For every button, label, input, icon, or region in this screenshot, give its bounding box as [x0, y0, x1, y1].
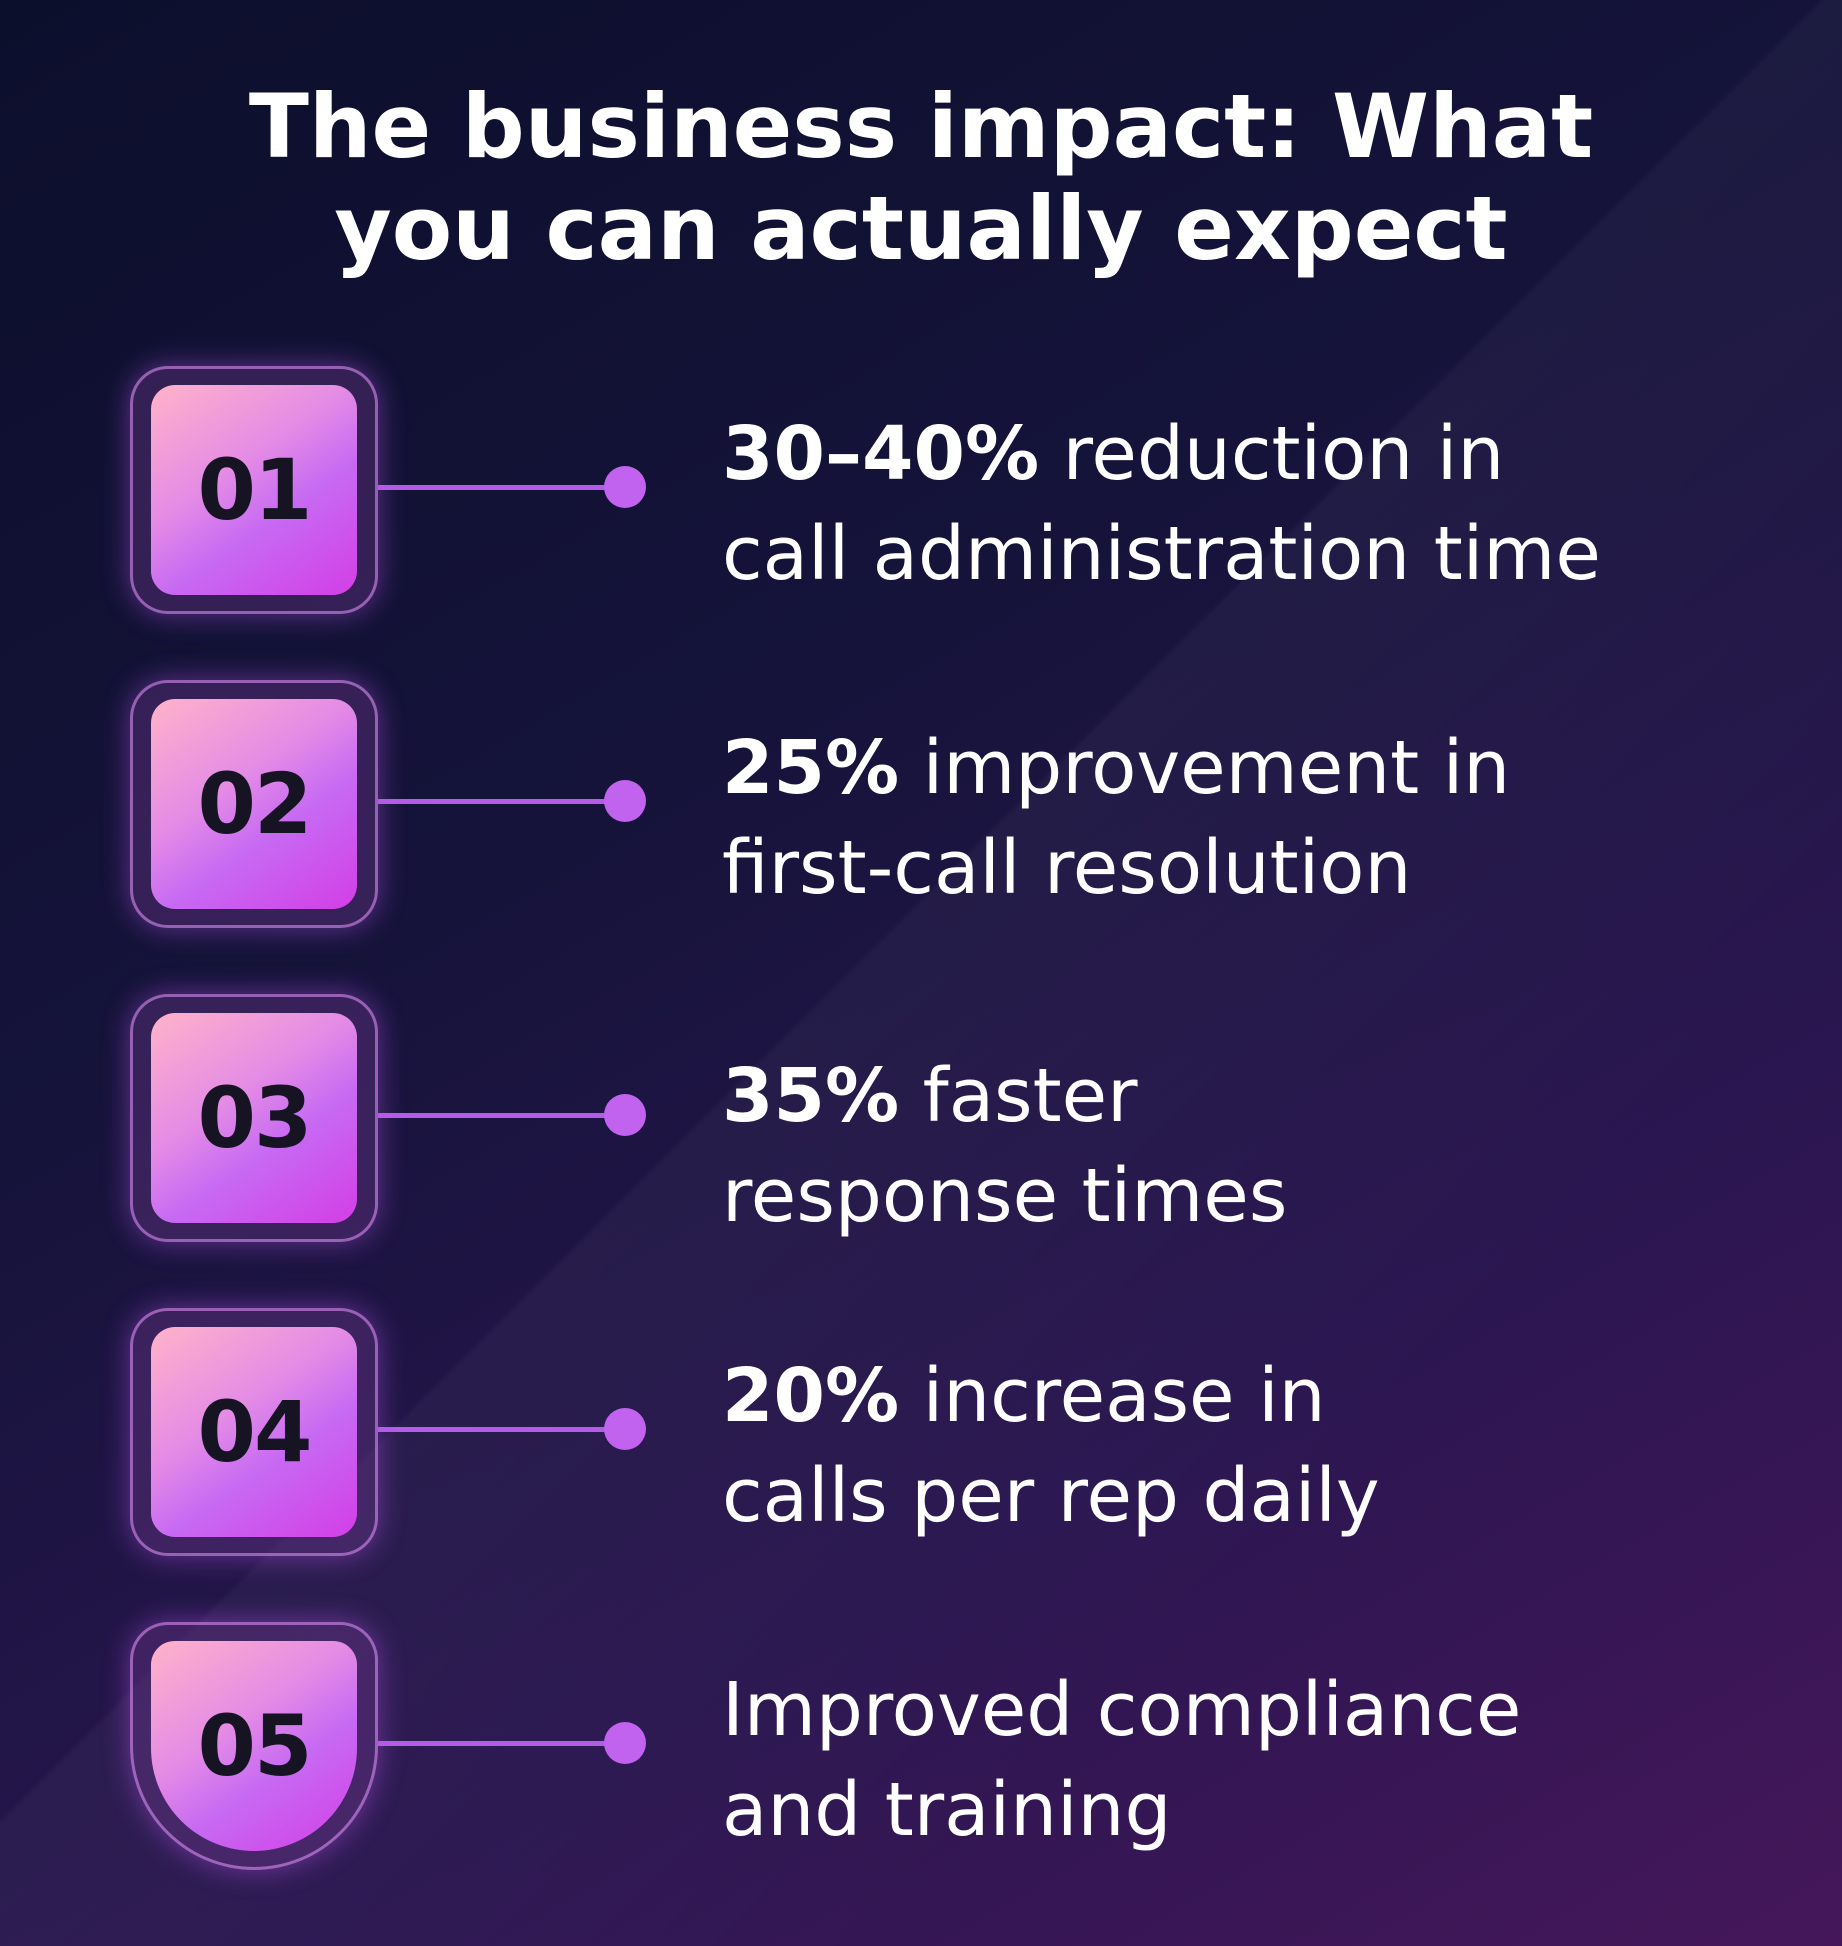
impact-item-01: 01 30–40% reduction in call administrati… [0, 366, 1842, 616]
page-title: The business impact: What you can actual… [0, 76, 1842, 280]
impact-description-line-2: response times [722, 1153, 1288, 1239]
badge-number: 02 [197, 755, 313, 853]
number-badge: 04 [130, 1308, 378, 1556]
badge-number: 01 [197, 441, 313, 539]
impact-item-03: 03 35% faster response times [0, 994, 1842, 1244]
impact-item-02: 02 25% improvement in first-call resolut… [0, 680, 1842, 930]
impact-text: 30–40% reduction in call administration … [722, 404, 1812, 604]
impact-description: faster [899, 1053, 1138, 1139]
number-badge-face: 03 [151, 1013, 357, 1223]
impact-description: increase in [899, 1353, 1326, 1439]
impact-item-05: 05 Improved compliance and training [0, 1622, 1842, 1872]
impact-text: 20% increase in calls per rep daily [722, 1346, 1812, 1546]
connector-dot [604, 1408, 646, 1450]
connector-dot [604, 1094, 646, 1136]
number-badge: 02 [130, 680, 378, 928]
impact-highlight: 35% [722, 1053, 900, 1139]
badge-number: 03 [197, 1069, 313, 1167]
connector-line [378, 1427, 626, 1432]
impact-highlight: 25% [722, 725, 900, 811]
impact-description-line-2: call administration time [722, 511, 1601, 597]
connector-line [378, 1113, 626, 1118]
badge-number: 05 [197, 1697, 313, 1795]
impact-description-line-2: and training [722, 1767, 1172, 1853]
impact-description: reduction in [1039, 411, 1505, 497]
connector-line [378, 1741, 626, 1746]
impact-item-04: 04 20% increase in calls per rep daily [0, 1308, 1842, 1558]
impact-description-line-2: calls per rep daily [722, 1453, 1380, 1539]
connector-dot [604, 1722, 646, 1764]
impact-description-line-2: first-call resolution [722, 825, 1412, 911]
title-line-2: you can actually expect [334, 177, 1508, 280]
impact-text: 35% faster response times [722, 1046, 1812, 1246]
impact-text: 25% improvement in first-call resolution [722, 718, 1812, 918]
connector-dot [604, 466, 646, 508]
number-badge: 01 [130, 366, 378, 614]
number-badge: 05 [130, 1622, 378, 1870]
connector-dot [604, 780, 646, 822]
impact-description: Improved compliance [722, 1667, 1522, 1753]
number-badge-face: 05 [151, 1641, 357, 1851]
connector-line [378, 799, 626, 804]
badge-number: 04 [197, 1383, 313, 1481]
impact-description: improvement in [899, 725, 1511, 811]
connector-line [378, 485, 626, 490]
number-badge-face: 02 [151, 699, 357, 909]
impact-highlight: 30–40% [722, 411, 1040, 497]
impact-highlight: 20% [722, 1353, 900, 1439]
number-badge-face: 04 [151, 1327, 357, 1537]
number-badge: 03 [130, 994, 378, 1242]
title-line-1: The business impact: What [248, 75, 1594, 178]
impact-text: Improved compliance and training [722, 1660, 1812, 1860]
number-badge-face: 01 [151, 385, 357, 595]
